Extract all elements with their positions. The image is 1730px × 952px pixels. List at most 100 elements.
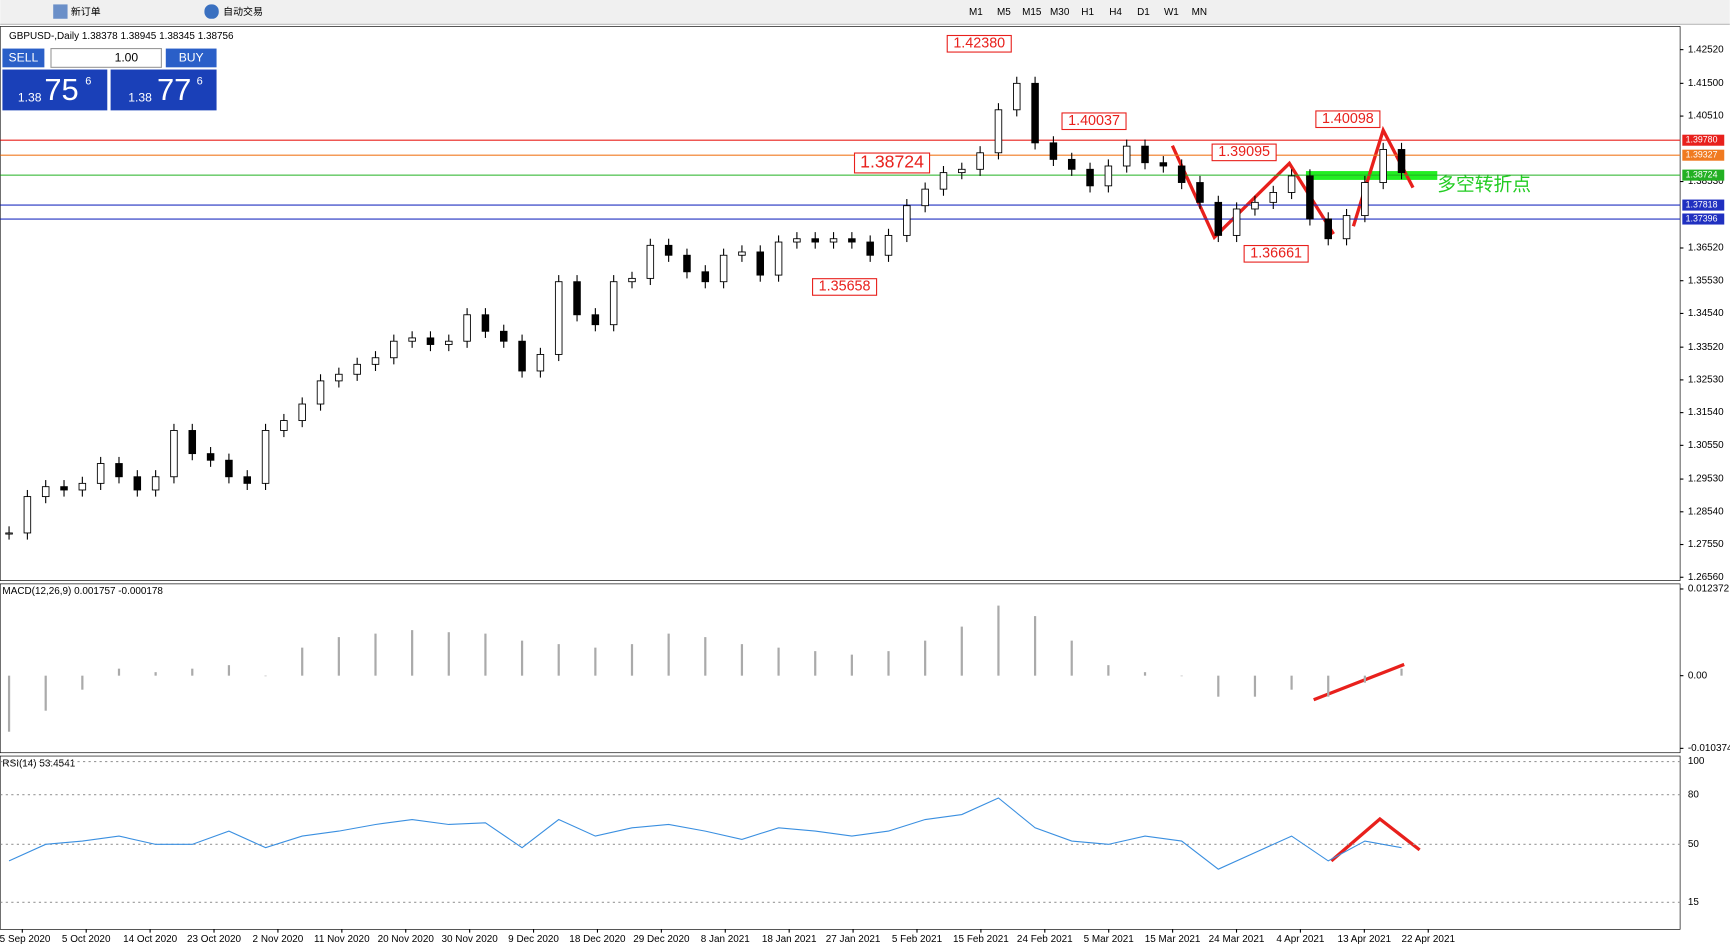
level-tag (1682, 149, 1725, 161)
candle (976, 152, 984, 170)
x-tick-label: 20 Nov 2020 (378, 934, 435, 945)
macd-bar (1400, 668, 1403, 676)
macd-bar (630, 644, 634, 676)
macd-bar (7, 675, 11, 732)
macd-bar (814, 651, 817, 676)
macd-bar (117, 668, 121, 676)
candle (1177, 165, 1186, 183)
y-tick-label: 100 (1688, 756, 1705, 767)
timeframe[interactable]: M1 (969, 7, 983, 18)
timeframe[interactable]: M15 (1022, 7, 1042, 18)
buy-price-box[interactable] (110, 69, 217, 111)
candle (5, 532, 13, 535)
macd-bar (594, 647, 597, 676)
lots[interactable]: 1.00 (115, 51, 139, 65)
y-tick-label: 1.28540 (1688, 506, 1724, 517)
timeframe[interactable]: M30 (1050, 7, 1070, 18)
level-tag (1682, 169, 1725, 181)
y-tick-label: 50 (1688, 839, 1700, 850)
y-tick-label: 1.35530 (1688, 275, 1724, 286)
candle (1342, 215, 1351, 240)
level-tag (1682, 134, 1725, 146)
timeframe[interactable]: H1 (1081, 7, 1094, 18)
macd-bar (1327, 675, 1330, 697)
macd-bar (520, 640, 524, 676)
candle (1141, 145, 1149, 164)
price-box (1211, 143, 1277, 162)
candle (1031, 82, 1039, 144)
sell-button[interactable] (2, 48, 45, 68)
candle (811, 238, 819, 243)
y-tick-label: 1.42520 (1688, 44, 1724, 55)
new-order-icon[interactable] (53, 4, 68, 19)
y-tick-label: 1.29530 (1688, 474, 1724, 485)
x-tick-label: 18 Dec 2020 (569, 934, 626, 945)
new-order[interactable]: 新订单 (71, 5, 101, 18)
macd-bar (1180, 675, 1183, 677)
candle (921, 188, 929, 207)
macd-bar (301, 647, 304, 676)
candle (1049, 142, 1058, 160)
candle (701, 271, 710, 283)
candle (939, 172, 948, 190)
candle (774, 241, 783, 276)
rsi-line (8, 797, 1402, 870)
macd-bar (924, 640, 927, 676)
buy-label[interactable]: BUY (179, 51, 204, 65)
macd-bar (1107, 665, 1110, 676)
y-tick-label: 1.31540 (1688, 407, 1724, 418)
y-tick-label: -0.010374 (1688, 743, 1730, 754)
candle (151, 476, 160, 491)
sell-big: 1.38 (18, 90, 42, 104)
level-label: 1.37818 (1686, 199, 1718, 209)
candle (958, 168, 966, 174)
candle (243, 476, 251, 484)
candle (1361, 182, 1369, 217)
candle (1397, 149, 1406, 174)
macd-bar (374, 633, 377, 676)
candle (628, 277, 636, 283)
macd-bar (191, 668, 194, 676)
candle (225, 459, 233, 478)
sell-price-box[interactable] (2, 69, 108, 111)
candle (536, 353, 545, 372)
macd-bar (960, 626, 963, 676)
timeframe[interactable]: W1 (1164, 7, 1179, 18)
auto-trade[interactable]: 自动交易 (223, 5, 263, 18)
buy-button[interactable] (165, 48, 217, 68)
price-label: 1.39095 (1218, 144, 1270, 160)
rsi-panel (0, 755, 1681, 930)
candle (280, 420, 288, 431)
candle (1306, 175, 1314, 220)
x-tick-label: 5 Oct 2020 (62, 934, 111, 945)
price-box (1061, 112, 1127, 131)
timeframe[interactable]: MN (1192, 7, 1207, 18)
macd-bar (887, 651, 890, 676)
candle (1067, 158, 1076, 170)
price-box (946, 34, 1012, 53)
timeframe[interactable]: D1 (1137, 7, 1150, 18)
x-tick-label: 2 Nov 2020 (253, 934, 304, 945)
candle (1086, 168, 1094, 187)
lots-box[interactable] (50, 48, 162, 68)
candle (994, 109, 1003, 154)
candle (1287, 175, 1296, 193)
price-label: 1.38724 (860, 152, 924, 172)
candle (829, 238, 838, 243)
price-label: 1.40037 (1068, 113, 1120, 129)
price-label: 1.36661 (1250, 246, 1302, 262)
price-label: 1.35658 (819, 279, 871, 295)
x-tick-label: 22 Apr 2021 (1401, 934, 1455, 945)
auto-trade-icon[interactable] (204, 4, 219, 19)
rsi-title: RSI(14) 53.4541 (2, 758, 75, 769)
y-tick-label: 1.26560 (1688, 572, 1724, 583)
timeframe[interactable]: M5 (997, 7, 1011, 18)
timeframe[interactable]: H4 (1109, 7, 1122, 18)
candle (1251, 201, 1259, 210)
macd-bar (1363, 675, 1366, 683)
x-tick-label: 5 Feb 2021 (892, 934, 943, 945)
price-label: 1.40098 (1322, 111, 1374, 127)
y-tick-label: 1.30550 (1688, 440, 1724, 451)
sell-label[interactable]: SELL (9, 51, 39, 65)
candle (573, 281, 581, 316)
